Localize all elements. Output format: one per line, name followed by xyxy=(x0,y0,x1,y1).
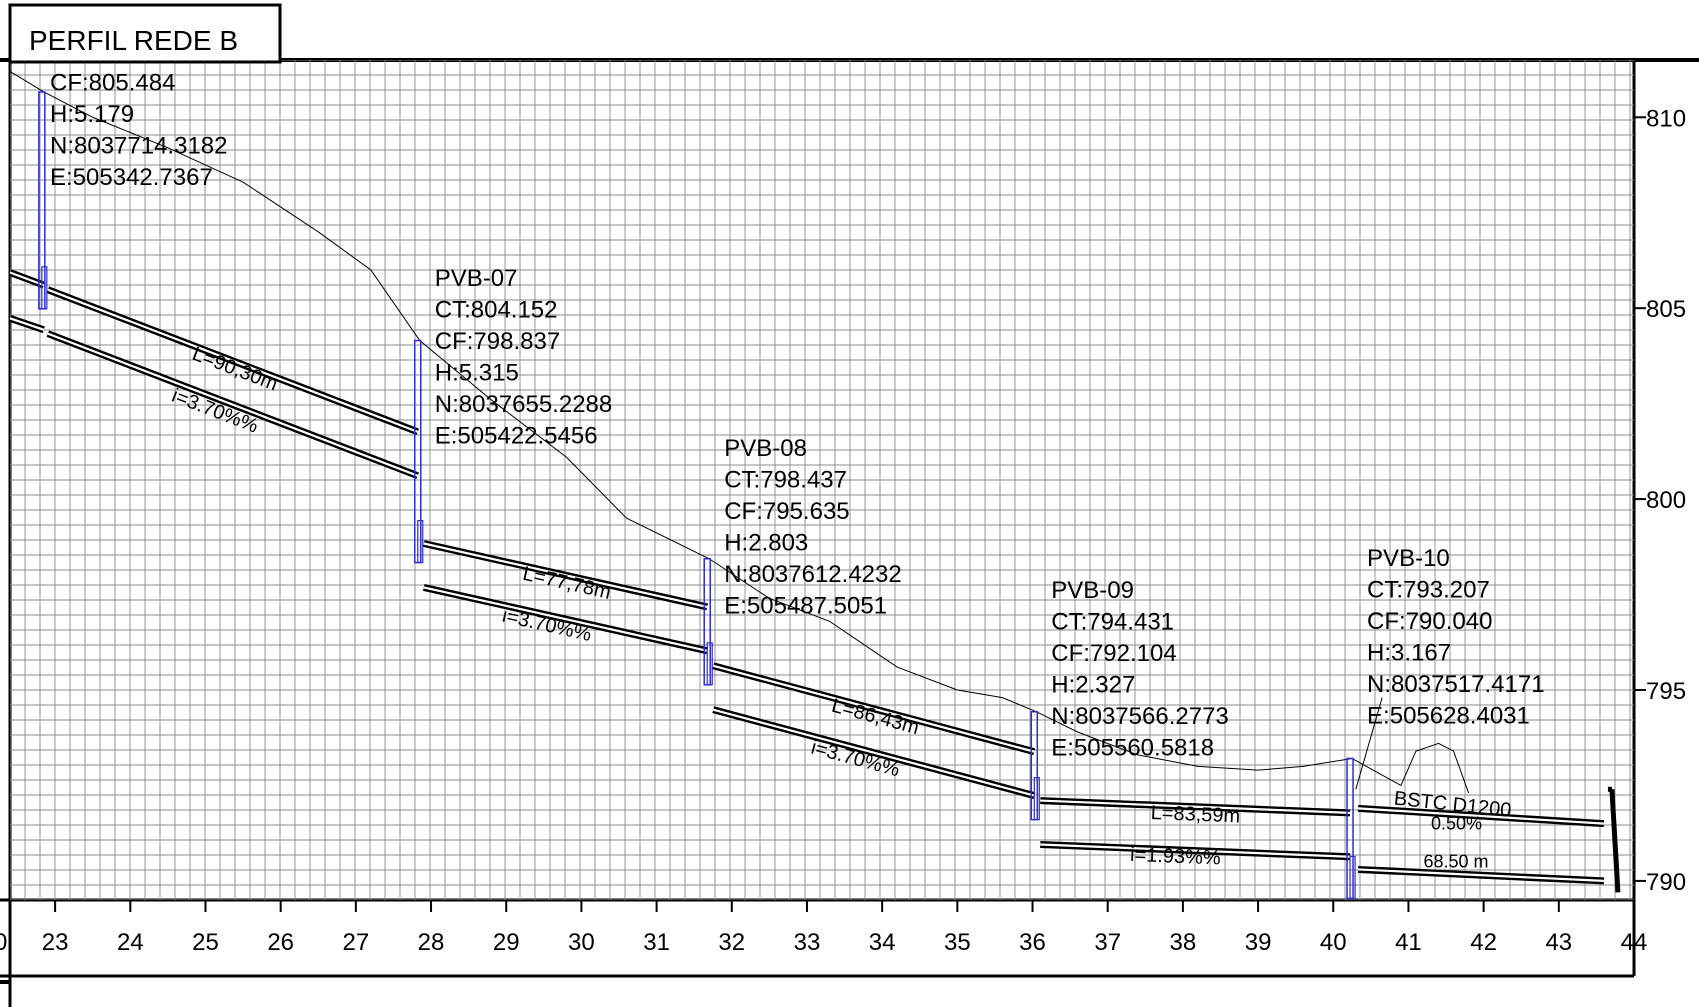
manhole-e: E:505342.7367 xyxy=(50,164,213,191)
manhole-h: H:3.167 xyxy=(1367,640,1451,667)
outfall-slope-label: 0.50% xyxy=(1431,813,1482,833)
manhole-e: E:505560.5818 xyxy=(1051,735,1214,762)
x-tick-label: 34 xyxy=(869,929,896,956)
x-tick-label-partial: 0 xyxy=(0,929,7,956)
leader-line xyxy=(1355,697,1383,790)
pipe-invert-core xyxy=(423,586,708,652)
annotations: L=90,30mi=3.70%%L=77,78mi=3.70%%L=86,43m… xyxy=(50,38,1545,872)
x-tick-label: 35 xyxy=(944,929,971,956)
x-tick-label: 25 xyxy=(192,929,219,956)
x-tick-label: 27 xyxy=(343,929,370,956)
manhole-e: E:505422.5456 xyxy=(435,423,598,450)
manhole-n: N:8037517.4171 xyxy=(1367,671,1545,698)
pipe-crown-core xyxy=(1040,799,1351,814)
manhole-id: PVB-08 xyxy=(724,435,807,462)
manhole-n: N:8037566.2773 xyxy=(1051,703,1229,730)
x-tick-label: 41 xyxy=(1395,929,1422,956)
manhole-ct: CT:804.152 xyxy=(435,297,558,324)
y-tick-label: 810 xyxy=(1646,105,1686,132)
y-tick-label: 790 xyxy=(1646,869,1686,896)
manhole-e: E:505487.5051 xyxy=(724,593,887,620)
outfall-end-cap xyxy=(1609,789,1621,893)
x-tick-label: 33 xyxy=(794,929,821,956)
segment-length-label: L=83,59m xyxy=(1150,802,1240,828)
manhole-ct: CT:810.663 xyxy=(50,38,173,65)
pipe-invert-core xyxy=(47,332,419,477)
x-tick-label: 32 xyxy=(718,929,745,956)
ground-profile xyxy=(10,71,1470,794)
manhole-cf: CF:805.484 xyxy=(50,70,175,97)
manhole-chamber xyxy=(417,519,424,564)
x-tick-label: 24 xyxy=(117,929,144,956)
x-tick-label: 40 xyxy=(1320,929,1347,956)
x-tick-label: 36 xyxy=(1019,929,1046,956)
x-tick-label: 31 xyxy=(643,929,670,956)
manhole-ct: CT:798.437 xyxy=(724,467,847,494)
manhole-n: N:8037714.3182 xyxy=(50,133,228,160)
pipe-stub-bottom-core xyxy=(9,317,45,331)
x-tick-label: 23 xyxy=(42,929,69,956)
y-tick-label: 795 xyxy=(1646,678,1686,705)
manhole-id: PVB-10 xyxy=(1367,545,1450,572)
manhole-h: H:2.803 xyxy=(724,530,808,557)
manhole-chamber xyxy=(41,266,48,310)
y-tick-label: 800 xyxy=(1646,487,1686,514)
title-box: PERFIL REDE B xyxy=(8,3,282,64)
x-tick-label: 38 xyxy=(1170,929,1197,956)
x-tick-label: 30 xyxy=(568,929,595,956)
graph-paper-grid xyxy=(10,60,1634,900)
manhole-e: E:505628.4031 xyxy=(1367,703,1530,730)
manhole-ct: CT:793.207 xyxy=(1367,577,1490,604)
x-tick-label: 42 xyxy=(1470,929,1497,956)
manhole-chamber xyxy=(706,642,713,686)
manhole-id: PVB-07 xyxy=(435,265,518,292)
outfall-invert-core xyxy=(1358,868,1604,883)
manhole-ct: CT:794.431 xyxy=(1051,609,1174,636)
segment-slope-label: i=3.70%% xyxy=(809,737,902,782)
outfall-length-label: 68.50 m xyxy=(1423,852,1488,872)
manhole-chamber xyxy=(1033,777,1040,821)
pipe-crown-core xyxy=(712,664,1035,753)
manhole-cf: CF:798.837 xyxy=(435,328,560,355)
x-tick-label: 29 xyxy=(493,929,520,956)
pipe-crown-core xyxy=(423,542,708,608)
x-tick-label: 39 xyxy=(1245,929,1272,956)
drawing-title: PERFIL REDE B xyxy=(29,25,238,56)
manhole-cf: CF:790.040 xyxy=(1367,608,1492,635)
segment-length-label: L=77,78m xyxy=(521,563,613,604)
manhole-cf: CF:792.104 xyxy=(1051,640,1176,667)
pipe-crown-core xyxy=(47,288,419,433)
y-tick-label: 805 xyxy=(1646,296,1686,323)
manhole-cf: CF:795.635 xyxy=(724,498,849,525)
manhole-h: H:2.327 xyxy=(1051,672,1135,699)
outfall-crown-core xyxy=(1357,807,1604,825)
x-tick-label: 43 xyxy=(1545,929,1572,956)
manhole-chamber xyxy=(1349,855,1356,900)
manhole-n: N:8037612.4232 xyxy=(724,561,902,588)
manholes xyxy=(38,91,1356,900)
x-tick-label: 44 xyxy=(1621,929,1648,956)
pipe-invert-core xyxy=(712,708,1035,797)
segment-slope-label: i=1.93%% xyxy=(1130,844,1222,870)
x-tick-label: 28 xyxy=(418,929,445,956)
ground-line xyxy=(10,71,1470,794)
segment-slope-label: i=3.70%% xyxy=(169,385,262,438)
pipe-invert-core xyxy=(1040,843,1351,858)
manhole-h: H:5.179 xyxy=(50,101,134,128)
x-tick-label: 37 xyxy=(1094,929,1121,956)
sewer-pipes xyxy=(8,269,1621,893)
manhole-id: PVB-09 xyxy=(1051,577,1134,604)
axis-ticks: 23 24 25 26 27 28 29 30 31 32 33 34 35 36 37 38 39 40 41 42… xyxy=(0,105,1686,956)
x-tick-label: 26 xyxy=(267,929,294,956)
manhole-h: H:5.315 xyxy=(435,360,519,387)
segment-length-label: L=86,43m xyxy=(829,695,921,739)
manhole-n: N:8037655.2288 xyxy=(435,391,613,418)
